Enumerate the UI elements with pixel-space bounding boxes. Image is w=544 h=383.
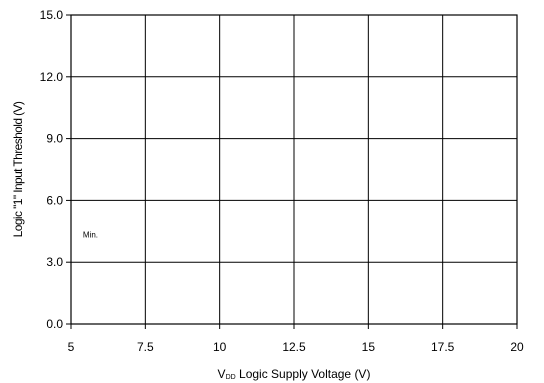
y-tick-label-4: 12.0 xyxy=(40,70,64,84)
x-axis-label-prefix: V xyxy=(218,367,226,381)
annotations: Min. xyxy=(83,230,98,239)
axis-ticks xyxy=(66,14,518,329)
y-tick-label-1: 3.0 xyxy=(46,255,63,269)
y-tick-label-0: 0.0 xyxy=(46,317,63,331)
x-tick-label-5: 17.5 xyxy=(431,340,455,354)
x-tick-label-0: 5 xyxy=(68,340,75,354)
grid-lines xyxy=(71,15,517,324)
annotation-0: Min. xyxy=(83,230,98,239)
y-tick-label-5: 15.0 xyxy=(40,8,64,22)
x-axis-label: VDD Logic Supply Voltage (V) xyxy=(218,367,371,381)
y-axis-label: Logic "1" Input Threshold (V) xyxy=(11,101,25,237)
x-tick-label-4: 15 xyxy=(362,340,376,354)
x-axis-label-subscript: DD xyxy=(226,374,236,381)
x-tick-label-2: 10 xyxy=(213,340,227,354)
x-tick-label-1: 7.5 xyxy=(137,340,154,354)
x-axis-label-suffix: Logic Supply Voltage (V) xyxy=(236,367,371,381)
x-tick-label-6: 20 xyxy=(510,340,524,354)
y-tick-labels: 0.0 3.0 6.0 9.0 12.0 15.0 xyxy=(40,8,64,331)
x-tick-labels: 5 7.5 10 12.5 15 17.5 20 xyxy=(68,340,524,354)
y-tick-label-2: 6.0 xyxy=(46,193,63,207)
y-tick-label-3: 9.0 xyxy=(46,132,63,146)
x-tick-label-3: 12.5 xyxy=(282,340,306,354)
